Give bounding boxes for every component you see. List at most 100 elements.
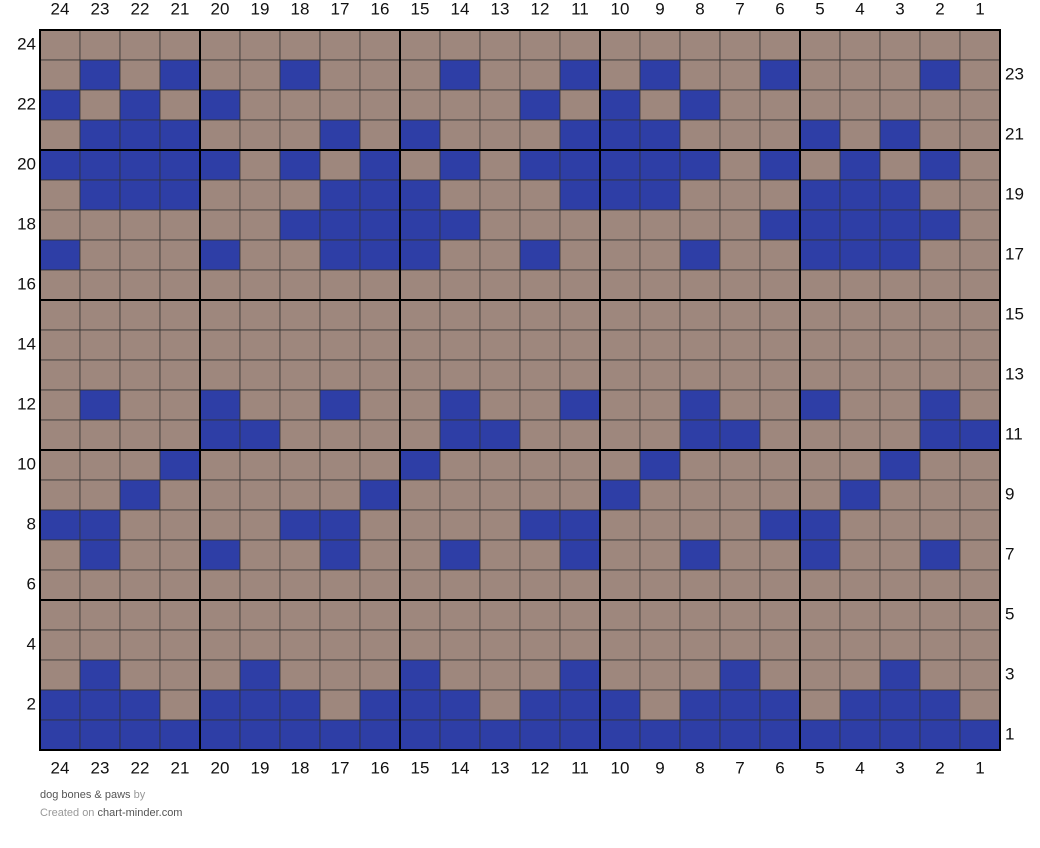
footer-created-label: Created on [40,807,94,819]
stitch-cell [479,629,521,661]
stitch-cell [199,359,241,391]
stitch-cell [39,179,81,211]
stitch-cell [919,59,961,91]
stitch-cell [279,299,321,331]
stitch-cell [599,59,641,91]
stitch-cell [799,719,841,751]
stitch-cell [839,689,881,721]
stitch-cell [319,179,361,211]
stitch-cell [879,629,921,661]
stitch-cell [839,629,881,661]
stitch-cell [959,179,1001,211]
stitch-cell [639,659,681,691]
stitch-cell [879,479,921,511]
stitch-cell [319,89,361,121]
stitch-cell [959,449,1001,481]
stitch-cell [799,629,841,661]
row-number: 20 [17,154,36,173]
stitch-cell [639,119,681,151]
stitch-cell [39,479,81,511]
chart-row [39,89,1001,121]
stitch-cell [679,359,721,391]
stitch-cell [519,509,561,541]
stitch-cell [279,269,321,301]
stitch-cell [319,209,361,241]
stitch-cell [39,569,81,601]
stitch-cell [799,59,841,91]
stitch-cell [479,689,521,721]
stitch-cell [799,209,841,241]
stitch-cell [759,689,801,721]
stitch-cell [239,149,281,181]
stitch-cell [279,119,321,151]
stitch-cell [239,359,281,391]
stitch-cell [399,539,441,571]
column-number: 22 [131,0,150,18]
stitch-cell [159,659,201,691]
stitch-cell [519,599,561,631]
stitch-cell [879,29,921,61]
stitch-cell [559,149,601,181]
stitch-cell [599,89,641,121]
chart-row [39,719,1001,751]
stitch-cell [719,269,761,301]
stitch-cell [39,449,81,481]
stitch-cell [639,149,681,181]
stitch-cell [599,269,641,301]
stitch-cell [399,659,441,691]
chart-row [39,209,1001,241]
stitch-cell [479,299,521,331]
row-number: 21 [1005,124,1024,143]
stitch-cell [439,509,481,541]
stitch-cell [879,269,921,301]
stitch-cell [159,89,201,121]
stitch-cell [639,719,681,751]
stitch-cell [919,599,961,631]
stitch-cell [519,149,561,181]
stitch-cell [679,389,721,421]
column-number: 16 [371,0,390,18]
stitch-cell [679,629,721,661]
stitch-cell [159,29,201,61]
stitch-cell [399,509,441,541]
stitch-cell [199,299,241,331]
stitch-cell [359,119,401,151]
stitch-cell [159,179,201,211]
stitch-cell [639,239,681,271]
row-number: 13 [1005,364,1024,383]
stitch-cell [159,359,201,391]
stitch-cell [439,149,481,181]
stitch-cell [119,389,161,421]
stitch-cell [439,209,481,241]
stitch-cell [719,479,761,511]
column-number: 7 [735,0,744,18]
chart-row [39,149,1001,181]
stitch-cell [279,719,321,751]
stitch-cell [559,89,601,121]
stitch-cell [359,329,401,361]
stitch-cell [399,119,441,151]
stitch-cell [199,479,241,511]
stitch-cell [439,329,481,361]
stitch-cell [959,569,1001,601]
stitch-cell [959,719,1001,751]
stitch-cell [359,419,401,451]
stitch-cell [639,359,681,391]
stitch-cell [239,479,281,511]
stitch-cell [359,599,401,631]
stitch-cell [359,179,401,211]
column-number: 4 [855,758,864,777]
column-number: 17 [331,758,350,777]
column-number: 17 [331,0,350,18]
stitch-cell [559,719,601,751]
stitch-cell [959,299,1001,331]
stitch-cell [679,239,721,271]
stitch-cell [599,509,641,541]
stitch-cell [639,599,681,631]
chart-row [39,539,1001,571]
stitch-cell [159,449,201,481]
stitch-cell [159,509,201,541]
chart-row [39,359,1001,391]
stitch-cell [919,659,961,691]
column-number: 10 [611,0,630,18]
